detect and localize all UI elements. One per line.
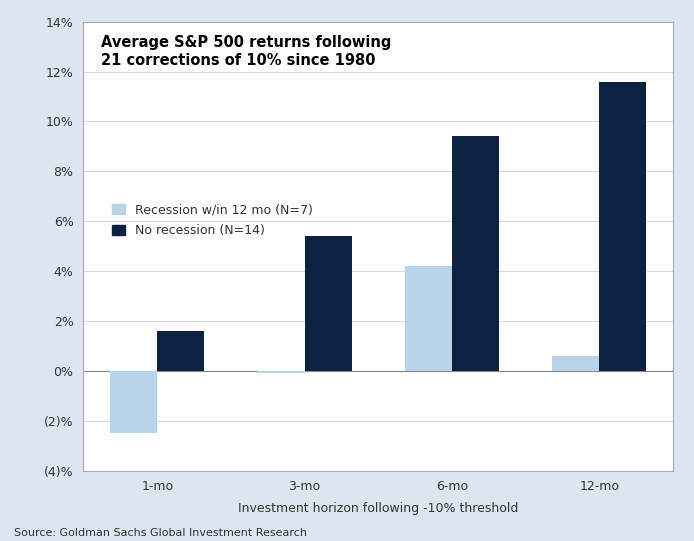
- Text: Average S&P 500 returns following
21 corrections of 10% since 1980: Average S&P 500 returns following 21 cor…: [101, 35, 391, 68]
- Bar: [305, 236, 352, 371]
- X-axis label: Investment horizon following -10% threshold: Investment horizon following -10% thresh…: [238, 502, 518, 514]
- Bar: [158, 331, 205, 371]
- Bar: [552, 356, 599, 371]
- Bar: [257, 371, 305, 373]
- Bar: [405, 266, 452, 371]
- Legend: Recession w/in 12 mo (N=7), No recession (N=14): Recession w/in 12 mo (N=7), No recession…: [108, 199, 318, 242]
- Bar: [110, 371, 158, 433]
- Bar: [599, 82, 646, 371]
- Bar: [452, 136, 499, 371]
- Text: Source: Goldman Sachs Global Investment Research: Source: Goldman Sachs Global Investment …: [14, 529, 307, 538]
